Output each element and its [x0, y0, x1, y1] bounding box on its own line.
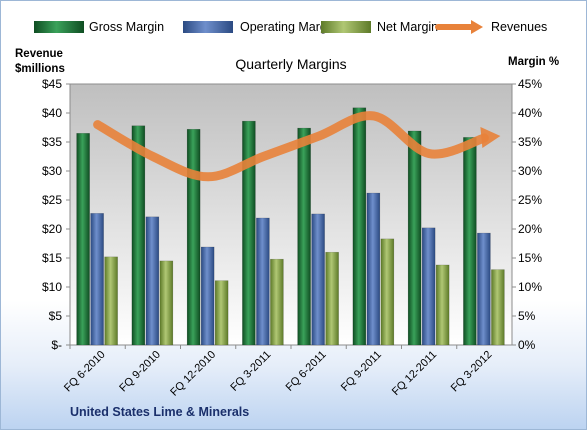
legend: Gross Margin Operating Margin Net Margin…	[34, 20, 547, 34]
net-margin-bar	[491, 269, 505, 346]
net-margin-bar	[214, 280, 229, 346]
footer-company: United States Lime & Minerals	[70, 405, 249, 419]
right-tick-label: 35%	[518, 135, 542, 149]
gross-margin-bar	[242, 120, 256, 346]
legend-arrow-revenues	[471, 20, 483, 34]
legend-swatch-net-margin	[321, 21, 371, 33]
chart-title: Quarterly Margins	[235, 56, 346, 72]
gross-margin-bar	[463, 137, 477, 346]
right-tick-label: 20%	[518, 222, 542, 236]
operating-margin-bar	[477, 232, 491, 346]
operating-margin-bar	[421, 227, 436, 346]
right-tick-label: 30%	[518, 164, 542, 178]
right-tick-label: 10%	[518, 280, 542, 294]
x-tick-label: FQ 12-2011	[390, 349, 439, 398]
right-tick-label: 5%	[518, 309, 536, 323]
left-tick-label: $5	[49, 309, 63, 323]
net-margin-bar	[104, 256, 118, 346]
gross-margin-bar	[76, 133, 90, 346]
left-tick-label: $-	[51, 338, 62, 352]
legend-label-operating-margin: Operating Margin	[240, 20, 337, 34]
gross-margin-bar	[352, 107, 367, 346]
legend-swatch-operating-margin	[183, 21, 233, 33]
legend-label-gross-margin: Gross Margin	[89, 20, 164, 34]
x-tick-label: FQ 6-2010	[62, 349, 108, 395]
operating-margin-bar	[200, 246, 215, 346]
left-tick-label: $15	[42, 251, 62, 265]
right-tick-label: 25%	[518, 193, 542, 207]
right-axis-title: Margin %	[508, 56, 559, 68]
left-tick-label: $20	[42, 222, 62, 236]
right-tick-label: 15%	[518, 251, 542, 265]
left-tick-label: $25	[42, 193, 62, 207]
operating-margin-bar	[256, 217, 270, 346]
x-tick-label: FQ 9-2010	[117, 349, 163, 395]
x-tick-label: FQ 9-2011	[339, 349, 384, 394]
right-axis: 0% 5% 10% 15% 20% 25% 30% 35% 40% 45%	[512, 77, 542, 352]
left-tick-label: $30	[42, 164, 62, 178]
net-margin-bar	[380, 238, 395, 346]
revenue-line	[93, 111, 489, 182]
bars	[76, 107, 505, 346]
left-axis: $- $5 $10 $15 $20 $25 $30 $35 $40 $45	[42, 77, 70, 352]
gross-margin-bar	[131, 125, 146, 346]
gross-margin-bar	[186, 128, 201, 346]
x-tick-label: FQ 3-2012	[449, 349, 495, 395]
x-tick-label: FQ 12-2010	[168, 349, 218, 399]
gross-margin-bar	[297, 127, 311, 346]
net-margin-bar	[435, 264, 450, 346]
right-tick-label: 45%	[518, 77, 542, 91]
right-tick-label: 40%	[518, 106, 542, 120]
net-margin-bar	[270, 258, 284, 346]
x-tick-label: FQ 3-2011	[228, 349, 273, 394]
legend-label-revenues: Revenues	[491, 20, 547, 34]
legend-label-net-margin: Net Margin	[377, 20, 438, 34]
operating-margin-bar	[366, 192, 381, 346]
left-tick-label: $35	[42, 135, 62, 149]
x-tick-label: FQ 6-2011	[284, 349, 329, 394]
left-axis-title-line2: $millions	[15, 63, 65, 75]
net-margin-bar	[325, 251, 339, 346]
left-tick-label: $40	[42, 106, 62, 120]
x-axis: FQ 6-2010 FQ 9-2010 FQ 12-2010 FQ 3-2011 FQ …	[62, 345, 494, 399]
revenue-series	[93, 111, 501, 182]
gross-margin-bar	[407, 130, 422, 346]
right-tick-label: 0%	[518, 338, 536, 352]
operating-margin-bar	[311, 213, 325, 346]
operating-margin-bar	[145, 216, 160, 346]
net-margin-bar	[159, 260, 174, 346]
operating-margin-bar	[90, 213, 104, 346]
revenue-arrowhead	[480, 126, 501, 148]
left-tick-label: $10	[42, 280, 62, 294]
legend-swatch-gross-margin	[34, 21, 84, 33]
left-tick-label: $45	[42, 77, 62, 91]
left-axis-title-line1: Revenue	[15, 48, 63, 60]
